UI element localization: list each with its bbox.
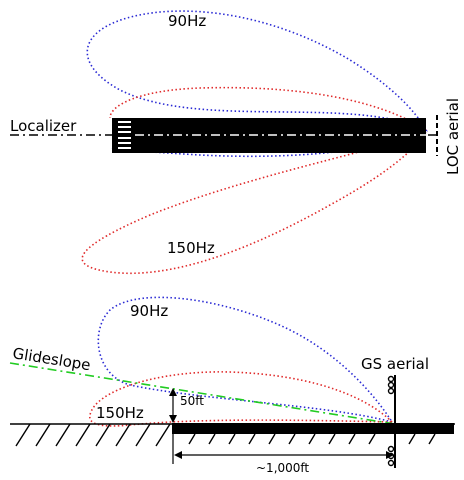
gs-aerial-label: GS aerial — [361, 355, 429, 373]
ground-hatching — [15, 423, 436, 447]
height-dimension — [169, 388, 177, 423]
gs-90hz-lobe — [97, 296, 394, 424]
localizer-plan-view: 90Hz 150Hz Localizer LOC aerial — [10, 10, 462, 275]
glideslope-side-view: 90Hz 150Hz Glideslope GS aerial 50ft ~1,… — [9, 296, 455, 475]
distance-label: ~1,000ft — [256, 461, 309, 475]
glideslope-path-line — [9, 362, 396, 425]
loc-90hz-label: 90Hz — [168, 12, 206, 30]
runway-threshold-markings — [118, 121, 131, 149]
loc-150hz-lobe — [81, 130, 428, 275]
gs-runway — [172, 423, 454, 434]
loc-aerial-label: LOC aerial — [444, 98, 462, 175]
loc-90hz-lobe — [86, 10, 428, 132]
distance-dimension — [172, 434, 396, 464]
height-label: 50ft — [180, 394, 204, 408]
localizer-label: Localizer — [10, 117, 77, 135]
gs-90hz-label: 90Hz — [130, 302, 168, 320]
loc-150hz-label: 150Hz — [167, 239, 215, 257]
gs-150hz-label: 150Hz — [96, 404, 144, 422]
